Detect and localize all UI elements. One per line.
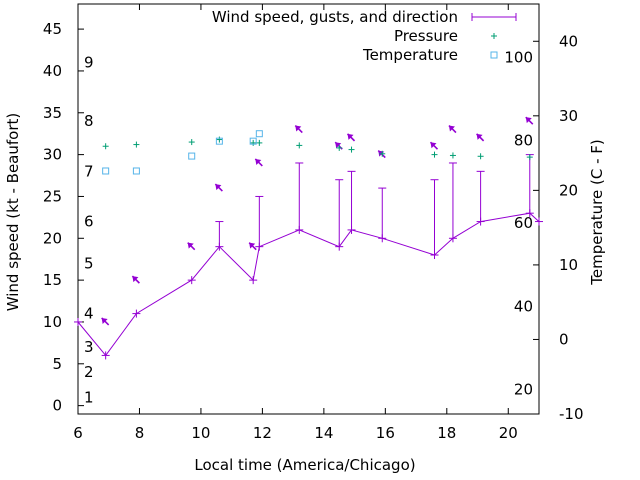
temperature-point [249, 137, 257, 145]
y-tick-label: 15 [43, 271, 62, 289]
x-tick-label: 8 [135, 424, 145, 442]
y-tick-label: 45 [43, 20, 62, 38]
x-axis-label: Local time (America/Chicago) [194, 456, 415, 474]
x-tick-label: 20 [499, 424, 518, 442]
x-tick-label: 16 [376, 424, 395, 442]
wind-direction-arrowhead [101, 317, 108, 324]
wind-direction-arrowhead [132, 276, 139, 283]
wind-direction-arrowhead [430, 142, 437, 149]
wind-speed-line [77, 212, 540, 357]
wind-direction-arrowhead [249, 242, 256, 249]
y-tick-label: 0 [52, 397, 62, 415]
x-tick-label: 12 [253, 424, 272, 442]
fahrenheit-label: 80 [514, 131, 533, 149]
wind-direction-arrowhead [295, 125, 302, 132]
fahrenheit-label: 60 [514, 214, 533, 232]
beaufort-label: 8 [84, 112, 94, 130]
wind-direction-arrowhead [335, 142, 342, 149]
y2-tick-label: 10 [559, 256, 578, 274]
temperature-point [255, 130, 263, 138]
y2-axis-label: Temperature (C - F) [588, 139, 606, 286]
beaufort-label: 5 [84, 254, 94, 272]
wind-direction-arrowhead [347, 133, 354, 140]
wind-direction-arrowhead [215, 184, 222, 191]
fahrenheit-label: 100 [504, 49, 533, 67]
ticks-layer: 6 8 10 12 14 16 18 20051015202530354045-1001020… [43, 4, 584, 442]
x-tick-label: 6 [73, 424, 83, 442]
y2-tick-label: 20 [559, 181, 578, 199]
beaufort-label: 6 [84, 213, 94, 231]
y2-tick-label: -10 [559, 405, 584, 423]
beaufort-label: 2 [84, 363, 94, 381]
x-tick-label: 10 [191, 424, 210, 442]
y2-tick-label: 30 [559, 107, 578, 125]
legend-label-pressure: Pressure [394, 27, 458, 45]
wind-direction-arrowhead [255, 158, 262, 165]
beaufort-label: 7 [84, 162, 94, 180]
temperature-point [102, 167, 110, 175]
y-tick-label: 25 [43, 187, 62, 205]
series-layer [74, 116, 543, 360]
y2-tick-label: 0 [559, 330, 569, 348]
fahrenheit-label: 40 [514, 298, 533, 316]
legend: Wind speed, gusts, and direction Pressur… [212, 8, 517, 64]
y-tick-label: 5 [52, 355, 62, 373]
fahrenheit-label: 20 [514, 380, 533, 398]
beaufort-label: 1 [84, 388, 94, 406]
x-tick-label: 18 [437, 424, 456, 442]
plot-frame-layer [77, 3, 540, 415]
legend-label-temperature: Temperature [362, 46, 458, 64]
wind-direction-arrowhead [448, 125, 455, 132]
temperature-point [188, 152, 196, 160]
legend-sample-temperature [490, 51, 498, 59]
wind-direction-arrowhead [476, 133, 483, 140]
y-tick-label: 40 [43, 62, 62, 80]
plot-border [77, 3, 540, 415]
x-tick-label: 14 [314, 424, 333, 442]
beaufort-label: 4 [84, 305, 94, 323]
wind-direction-arrowhead [187, 242, 194, 249]
y-tick-label: 10 [43, 313, 62, 331]
y-tick-label: 35 [43, 104, 62, 122]
beaufort-label: 3 [84, 338, 94, 356]
temperature-point [132, 167, 140, 175]
y-axis-label: Wind speed (kt - Beaufort) [4, 113, 22, 312]
y2-tick-label: 40 [559, 32, 578, 50]
y-tick-label: 30 [43, 146, 62, 164]
y-tick-label: 20 [43, 229, 62, 247]
wind-direction-arrowhead [525, 117, 532, 124]
temperature-point [215, 137, 223, 145]
legend-label-wind: Wind speed, gusts, and direction [212, 8, 458, 26]
beaufort-label: 9 [84, 54, 94, 72]
